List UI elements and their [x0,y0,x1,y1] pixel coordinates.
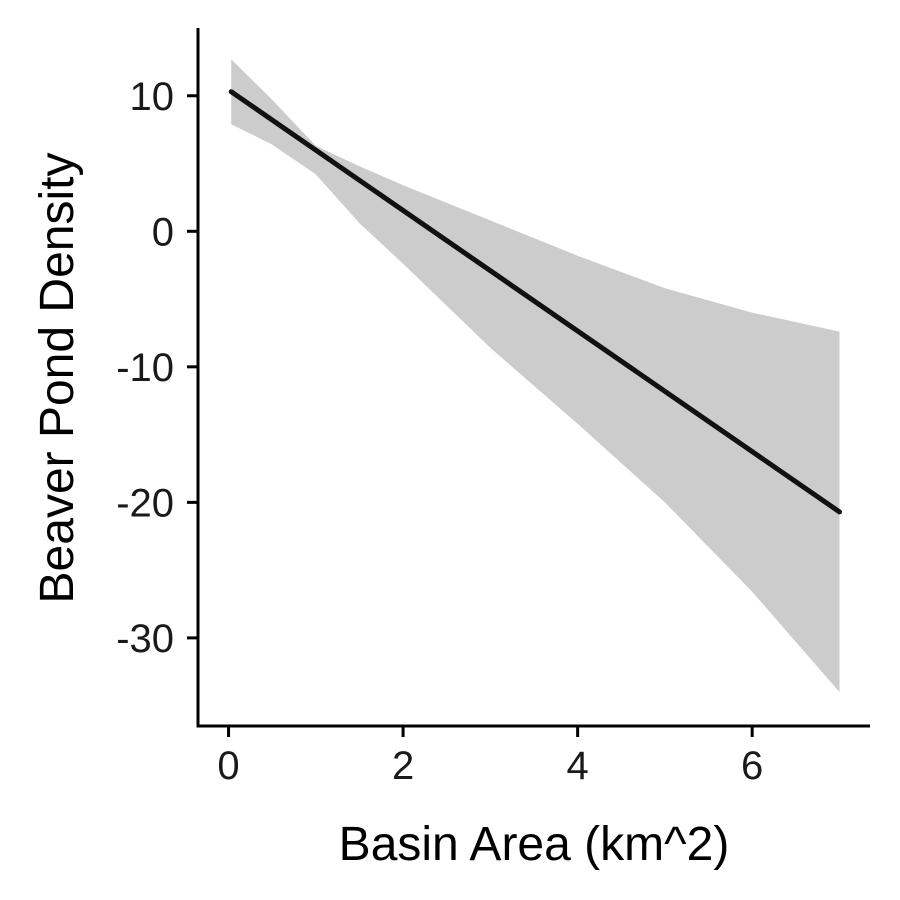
x-tick-label-2: 4 [567,744,589,788]
confidence-band-0 [231,59,840,693]
y-tick-label-3: -20 [116,481,174,525]
y-tick-label-1: 0 [152,210,174,254]
y-tick-label-4: -30 [116,617,174,661]
regression-line-0 [228,89,842,515]
axes: 0 2 4 6 10 0 -10 -20 -30 [116,28,870,788]
plot-area [228,59,842,693]
x-tick-label-1: 2 [392,744,414,788]
y-axis-title: Beaver Pond Density [31,153,84,604]
y-tick-label-0: 10 [130,75,175,119]
y-tick-label-2: -10 [116,346,174,390]
x-tick-label-3: 6 [741,744,763,788]
x-tick-label-0: 0 [217,744,239,788]
x-axis-title: Basin Area (km^2) [339,818,730,871]
